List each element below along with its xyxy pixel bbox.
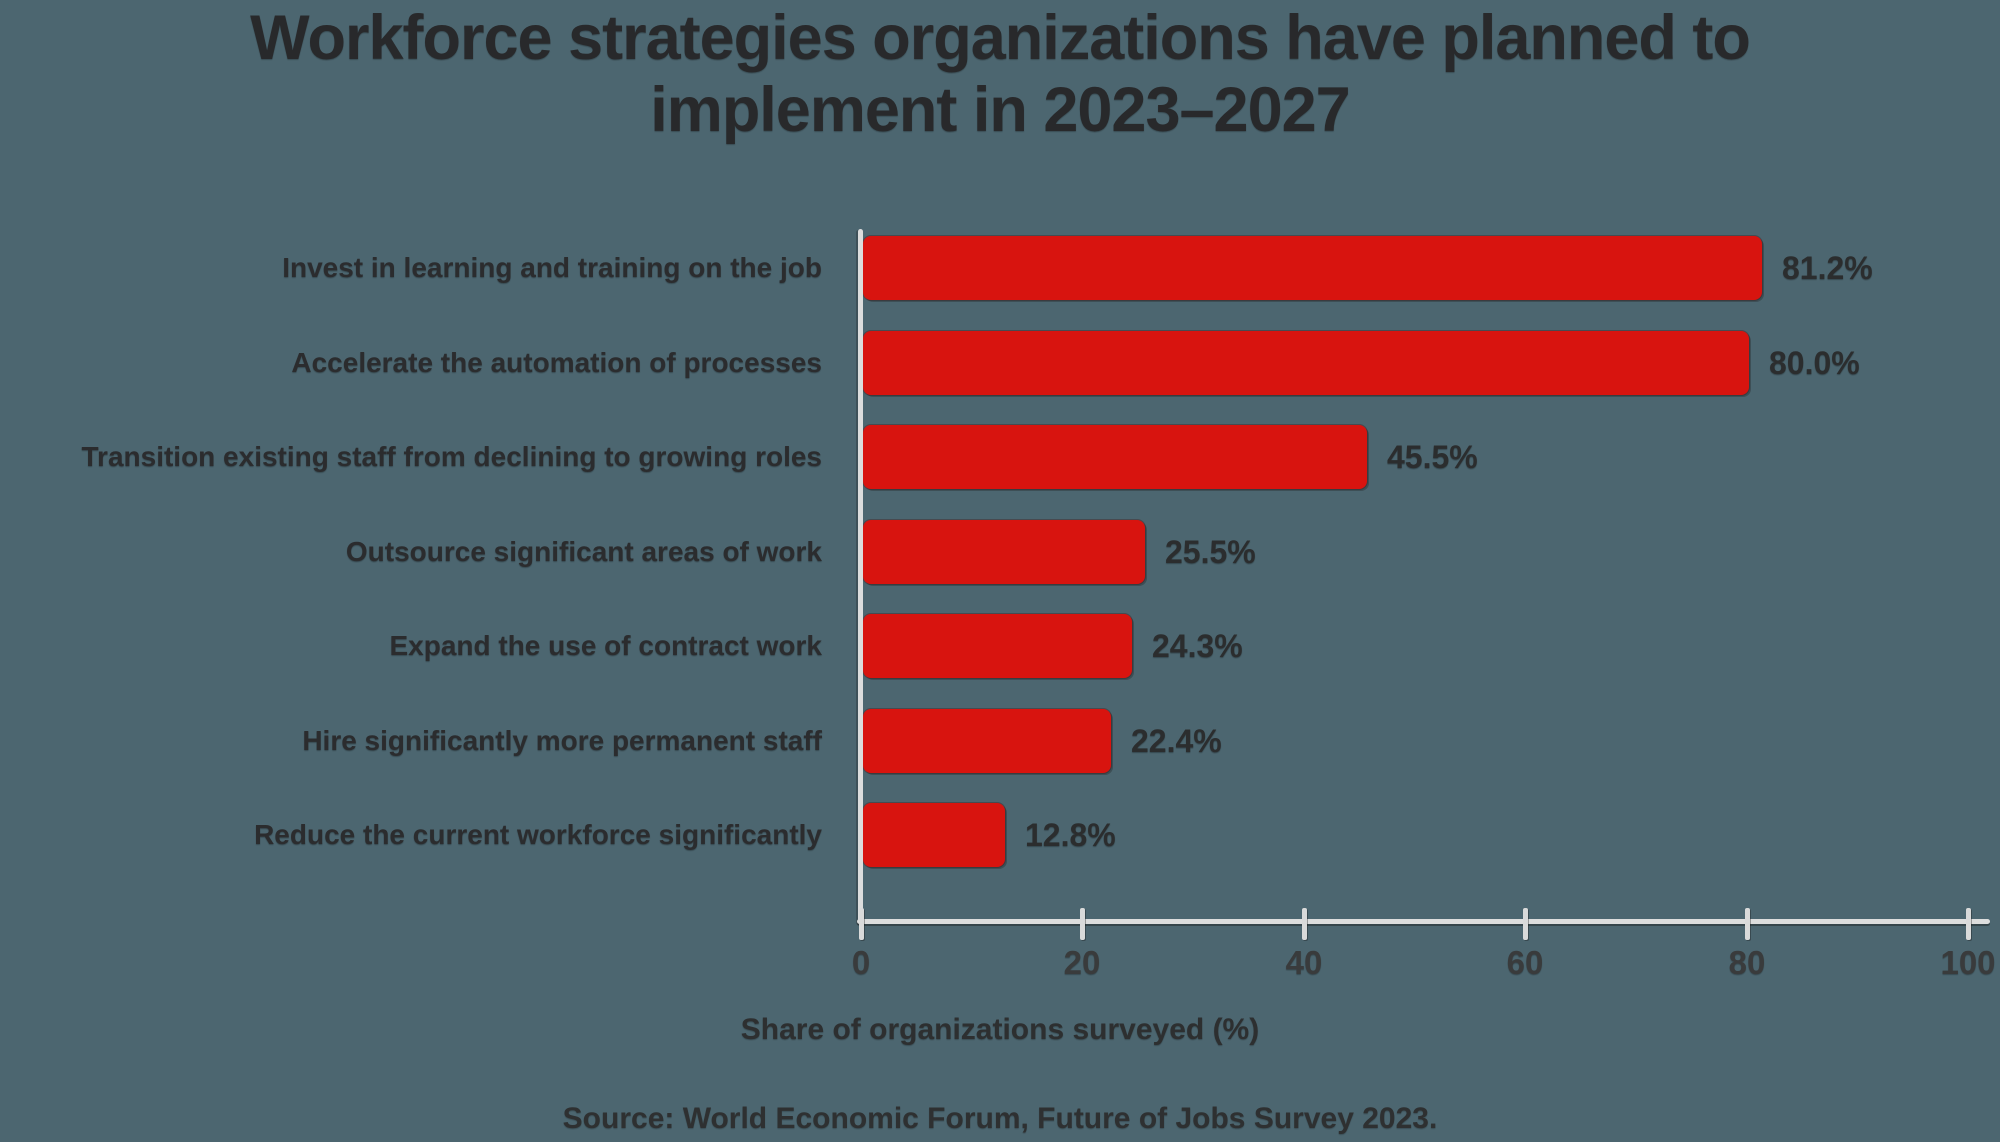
value-label: 22.4% bbox=[1131, 723, 1222, 759]
value-label: 80.0% bbox=[1769, 345, 1860, 381]
bar bbox=[863, 614, 1132, 678]
source-note: Source: World Economic Forum, Future of … bbox=[562, 1102, 1438, 1135]
x-axis-line bbox=[857, 919, 1990, 924]
value-label: 24.3% bbox=[1152, 628, 1243, 664]
x-tick-label: 60 bbox=[1506, 944, 1544, 981]
x-tick bbox=[1080, 908, 1085, 940]
category-label: Invest in learning and training on the j… bbox=[282, 252, 822, 283]
bar bbox=[863, 520, 1145, 584]
x-tick bbox=[859, 908, 864, 940]
category-label: Hire significantly more permanent staff bbox=[302, 725, 822, 756]
bar bbox=[863, 236, 1762, 300]
x-tick-label: 100 bbox=[1940, 944, 1996, 981]
x-tick-label: 0 bbox=[851, 944, 871, 981]
y-axis-line bbox=[858, 229, 863, 924]
bar bbox=[863, 425, 1367, 489]
bar bbox=[863, 803, 1005, 867]
x-axis-title: Share of organizations surveyed (%) bbox=[740, 1013, 1260, 1046]
chart-title-line-1: Workforce strategies organizations have … bbox=[250, 3, 1751, 73]
x-tick-label: 40 bbox=[1285, 944, 1323, 981]
value-label: 81.2% bbox=[1782, 250, 1873, 286]
category-label: Reduce the current workforce significant… bbox=[254, 819, 822, 850]
x-tick bbox=[1523, 908, 1528, 940]
bar bbox=[863, 709, 1111, 773]
category-label: Accelerate the automation of processes bbox=[291, 347, 822, 378]
value-label: 12.8% bbox=[1025, 817, 1116, 853]
category-label: Outsource significant areas of work bbox=[345, 536, 822, 567]
x-tick-label: 20 bbox=[1063, 944, 1101, 981]
x-tick-label: 80 bbox=[1728, 944, 1766, 981]
x-tick bbox=[1302, 908, 1307, 940]
bar bbox=[863, 331, 1749, 395]
x-tick bbox=[1966, 908, 1971, 940]
value-label: 45.5% bbox=[1387, 439, 1478, 475]
x-tick bbox=[1745, 908, 1750, 940]
value-label: 25.5% bbox=[1165, 534, 1256, 570]
chart-title-line-2: implement in 2023–2027 bbox=[650, 75, 1350, 145]
category-label: Transition existing staff from declining… bbox=[81, 441, 822, 472]
chart-title: Workforce strategies organizations have … bbox=[0, 2, 2000, 146]
category-label: Expand the use of contract work bbox=[389, 630, 822, 661]
